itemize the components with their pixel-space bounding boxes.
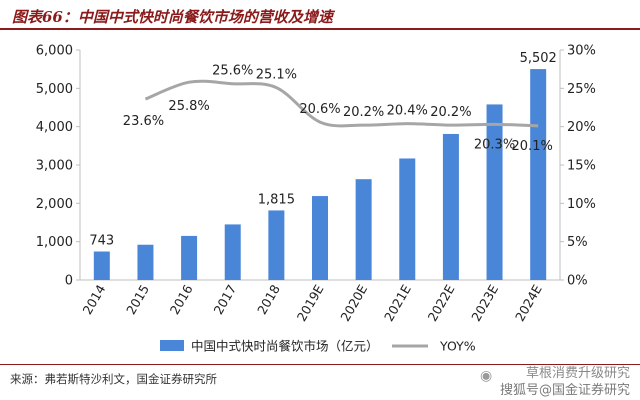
y-right-tick-label: 30%	[567, 44, 596, 59]
line-data-label: 25.8%	[168, 99, 209, 114]
x-tick-label: 2017	[210, 282, 239, 317]
bar-data-label: 5,502	[520, 51, 557, 66]
title-bar: 图表66：中国中式快时尚餐饮市场的营收及增速	[0, 4, 640, 30]
y-right-tick-label: 0%	[567, 274, 588, 289]
x-tick-label: 2023E	[468, 282, 501, 324]
y-left-tick-label: 6,000	[36, 44, 73, 59]
line-data-label: 20.2%	[430, 105, 471, 120]
y-right-tick-label: 10%	[567, 197, 596, 212]
watermark: ◉ 草根消费升级研究 搜狐号@国金证券研究	[480, 358, 630, 398]
line-data-label: 20.2%	[343, 105, 384, 120]
y-left-tick-label: 0	[65, 274, 73, 289]
x-tick-label: 2019E	[294, 282, 327, 324]
bar	[312, 196, 328, 280]
series-line-yoy	[144, 79, 539, 128]
y-right-tick-label: 5%	[567, 235, 588, 250]
line-data-label: 25.6%	[212, 64, 253, 79]
x-tick-label: 2020E	[337, 282, 370, 324]
y-left-tick-label: 3,000	[36, 159, 73, 174]
chart-title: 图表66：中国中式快时尚餐饮市场的营收及增速	[12, 8, 333, 26]
line-data-label: 20.3%	[474, 137, 515, 152]
source-divider	[0, 364, 640, 365]
bar	[137, 244, 154, 280]
y-right-tick-label: 25%	[567, 82, 596, 97]
x-tick-label: 2016	[167, 282, 196, 317]
bar	[355, 179, 372, 280]
bar-data-label: 1,815	[258, 192, 295, 207]
legend-label-bar: 中国中式快时尚餐饮市场（亿元）	[191, 339, 379, 354]
line-data-label: 20.6%	[299, 102, 340, 117]
source-note: 来源：弗若斯特沙利文，国金证券研究所	[10, 372, 217, 386]
bar	[93, 251, 110, 280]
wechat-icon: ◉	[480, 368, 493, 384]
x-tick-label: 2024E	[512, 282, 545, 324]
bar-data-label: 743	[89, 234, 114, 249]
bar	[530, 69, 547, 280]
x-tick-label: 2018	[254, 282, 283, 317]
y-left-tick-label: 5,000	[36, 82, 73, 97]
line-data-label: 20.4%	[387, 104, 428, 119]
y-right-tick-label: 20%	[567, 120, 596, 135]
x-tick-label: 2014	[80, 282, 109, 317]
bar	[442, 133, 459, 280]
line-data-label: 23.6%	[123, 114, 164, 129]
legend-swatch-bar	[160, 340, 184, 351]
bar	[486, 104, 503, 280]
bar	[268, 210, 285, 280]
y-left-tick-label: 2,000	[36, 197, 73, 212]
bar	[399, 158, 416, 280]
x-tick-label: 2015	[123, 282, 152, 317]
watermark-line1: 草根消费升级研究	[525, 366, 630, 381]
bar	[224, 224, 241, 280]
x-tick-label: 2022E	[425, 282, 458, 324]
y-left-tick-label: 4,000	[36, 120, 73, 135]
bar	[181, 235, 198, 280]
chart: 0 1,000 2,000 3,000 4,000 5,000 6,000 0% 5% 10% 15…	[36, 44, 596, 354]
y-right-tick-label: 15%	[567, 159, 596, 174]
line-data-label: 25.1%	[256, 68, 297, 83]
line-data-label: 20.1%	[512, 139, 553, 154]
x-tick-label: 2021E	[381, 282, 414, 324]
watermark-line2: 搜狐号@国金证券研究	[499, 383, 630, 398]
legend-label-line: YOY%	[439, 339, 476, 354]
y-left-tick-label: 1,000	[36, 235, 73, 250]
